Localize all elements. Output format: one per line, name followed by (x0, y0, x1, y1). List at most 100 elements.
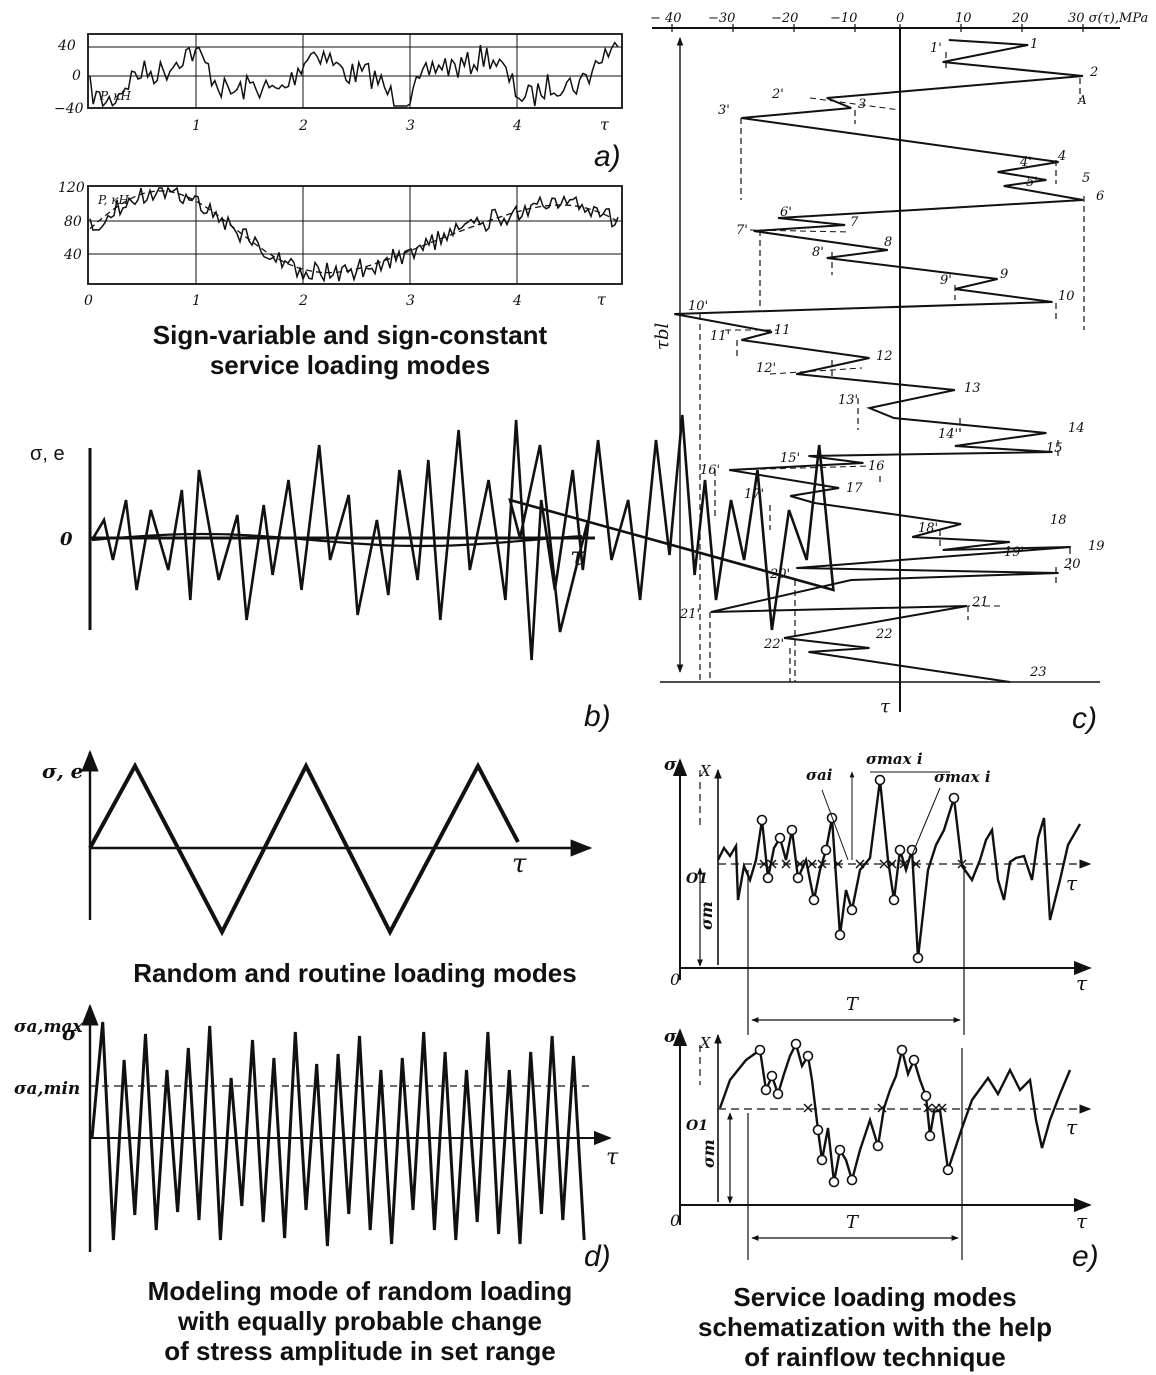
rainflow-peak-marker (942, 1164, 954, 1176)
a-top-ytick: 0 (72, 68, 81, 84)
c-prime-label: 21' (679, 607, 700, 622)
e-bot-o: 0 (670, 1211, 680, 1230)
c-point-label: 1 (1030, 37, 1038, 52)
c-point-label: 22 (875, 627, 893, 642)
e-top-signal (716, 779, 1082, 959)
rainflow-peak-marker (812, 1124, 824, 1136)
rainflow-peak-marker (772, 1088, 784, 1100)
tri-xlabel: τ (512, 849, 527, 879)
a-top-xtick: 2 (298, 118, 308, 134)
c-xtick: −30 (708, 11, 735, 26)
a-bot-xtick: 0 (84, 293, 93, 309)
c-xtick: 20 (1011, 11, 1029, 26)
panel-label-c: c) (1072, 702, 1097, 735)
a-bot-xtick: 4 (512, 293, 522, 309)
c-dashed-segment (749, 229, 851, 233)
rainflow-peak-marker (828, 1176, 840, 1188)
c-prime-label: 13' (838, 393, 858, 408)
c-xtick: 30 σ(τ),MPa (1068, 11, 1148, 26)
panel-a-top-signal (89, 41, 619, 108)
c-prime-label: 3' (718, 103, 730, 118)
a-bot-xtick: 3 (406, 293, 415, 309)
crossing-mark (781, 859, 791, 869)
c-point-label: 15 (1046, 441, 1063, 456)
rainflow-peak-marker (756, 814, 768, 826)
caption-e: Service loading modes schematization wit… (650, 1282, 1100, 1372)
panel-label-a: a) (594, 140, 621, 173)
c-ylabel: τbl (652, 323, 673, 350)
c-xtick: 0 (896, 11, 904, 26)
e-bot-T: T (846, 1212, 860, 1233)
a-top-xtick: 4 (512, 118, 522, 134)
rainflow-peak-marker (894, 844, 906, 856)
c-stress-history (674, 39, 1084, 683)
c-prime-label: 9' (940, 273, 952, 288)
e-bot-tau1: τ (1066, 1115, 1078, 1139)
caption-a: Sign-variable and sign-constant service … (90, 320, 610, 380)
rainflow-peak-marker (888, 894, 900, 906)
rainflow-peak-marker (808, 894, 820, 906)
d-signal (90, 1021, 586, 1247)
a-bot-xtick: 1 (192, 293, 201, 309)
c-point-label: 7 (850, 215, 859, 230)
c-point-label: 19 (1088, 539, 1105, 554)
caption-e-line: of rainflow technique (744, 1342, 1006, 1372)
c-prime-label: 15' (780, 451, 800, 466)
e-top-ylabel: σ (664, 755, 677, 775)
caption-random-routine: Random and routine loading modes (133, 958, 577, 988)
crossing-mark (759, 859, 769, 869)
panel-triangle-chart: σ, e τ (42, 749, 593, 937)
caption-e-line: schematization with the help (698, 1312, 1052, 1342)
rainflow-peak-marker (846, 1174, 858, 1186)
c-prime-label: 11' (710, 329, 730, 344)
caption-a-line: service loading modes (209, 350, 491, 380)
c-prime-label: 17' (744, 487, 764, 502)
c-prime-label: 4' (1019, 155, 1032, 170)
c-xtick: − 40 (650, 11, 682, 26)
c-xtick: 10 (955, 11, 972, 26)
rainflow-peak-marker (762, 872, 774, 884)
e-top-crossings (759, 859, 967, 869)
c-prime-label: 5' (1026, 175, 1038, 190)
tri-ylabel: σ, e (42, 759, 83, 783)
rainflow-peak-marker (948, 792, 960, 804)
panel-a-top-frame (87, 33, 623, 109)
e-top-smax1: σmax i (866, 750, 923, 768)
a-top-ylabel: P, кН (99, 89, 131, 103)
rainflow-peak-marker (790, 1038, 802, 1050)
c-prime-label: 14' (938, 427, 958, 442)
e-bot-signal (718, 1040, 1072, 1185)
panel-a-bottom-mean-curve (89, 190, 619, 274)
c-point-label: 23 (1029, 665, 1047, 680)
rainflow-peak-marker (820, 844, 832, 856)
a-top-xlabel: τ (600, 115, 610, 134)
crossing-mark (957, 859, 967, 869)
c-prime-label: 7' (736, 223, 748, 238)
c-point-label: 16 (868, 459, 885, 474)
rainflow-peak-marker (912, 952, 924, 964)
c-point-label: 5 (1082, 171, 1090, 186)
b-xlabel: τ (570, 542, 585, 572)
caption-d-line: Modeling mode of random loading (147, 1276, 573, 1306)
a-bot-ytick: 40 (63, 247, 82, 263)
panel-c-chart: 12345678910111213141516171819202122231'2… (650, 11, 1148, 717)
a-bot-xlabel: τ (597, 290, 607, 309)
c-point-label: 10 (1058, 289, 1075, 304)
panel-a-bottom-signal (89, 186, 619, 283)
d-ylabel: σ (62, 1021, 77, 1045)
c-point-label: 4 (1057, 149, 1066, 164)
e-top-smax2: σmax i (934, 768, 991, 786)
a-bot-ytick: 80 (64, 214, 82, 230)
rainflow-peak-marker (766, 1070, 778, 1082)
crossing-mark (923, 1103, 933, 1113)
e-top-T: T (846, 994, 860, 1015)
rainflow-peak-marker (834, 1144, 846, 1156)
caption-d-line: of stress amplitude in set range (164, 1336, 556, 1366)
caption-d: Modeling mode of random loading with equ… (90, 1276, 630, 1366)
a-top-ytick: 40 (57, 38, 76, 54)
rainflow-peak-marker (874, 774, 886, 786)
rainflow-peak-marker (834, 929, 846, 941)
c-dashed-segment (809, 97, 901, 111)
c-prime-label: 2' (771, 87, 784, 102)
